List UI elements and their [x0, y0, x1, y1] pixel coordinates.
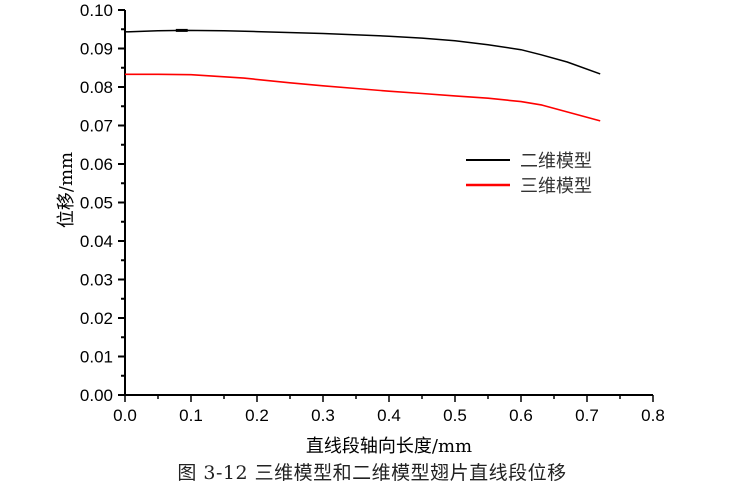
legend: 二维模型 三维模型 — [466, 151, 592, 197]
y-axis-title: 位移/mm — [56, 152, 77, 228]
x-tick-label: 0.7 — [575, 406, 599, 425]
x-axis-title: 直线段轴向长度/mm — [306, 436, 472, 457]
y-tick-label: 0.01 — [80, 348, 113, 367]
y-tick-label: 0.05 — [80, 194, 113, 213]
legend-label-3d: 三维模型 — [520, 176, 592, 197]
y-tick-label: 0.07 — [80, 117, 113, 136]
legend-label-2d: 二维模型 — [520, 151, 592, 172]
y-tick-label: 0.06 — [80, 155, 113, 174]
x-tick-label: 0.0 — [113, 406, 137, 425]
y-tick-label: 0.09 — [80, 40, 113, 59]
axes: 0.00 0.01 0.02 0.03 0.04 0.05 0.06 0.07 0.08 0.09… — [80, 1, 665, 425]
y-tick-label: 0.10 — [80, 1, 113, 20]
y-tick-label: 0.02 — [80, 309, 113, 328]
series-line-3d-model — [125, 73, 601, 122]
x-tick-label: 0.3 — [311, 406, 335, 425]
y-tick-label: 0.08 — [80, 78, 113, 97]
x-tick-label: 0.2 — [245, 406, 269, 425]
y-tick-label: 0.00 — [80, 386, 113, 405]
figure-caption: 图 3-12 三维模型和二维模型翅片直线段位移 — [177, 462, 567, 484]
y-tick-label: 0.04 — [80, 232, 113, 251]
x-tick-label: 0.1 — [179, 406, 203, 425]
x-tick-label: 0.5 — [443, 406, 467, 425]
x-tick-label: 0.4 — [377, 406, 401, 425]
data-series — [124, 28, 601, 122]
series-line-2d-model — [124, 29, 601, 75]
y-tick-label: 0.03 — [80, 271, 113, 290]
x-tick-label: 0.8 — [641, 406, 665, 425]
x-tick-label: 0.6 — [509, 406, 533, 425]
